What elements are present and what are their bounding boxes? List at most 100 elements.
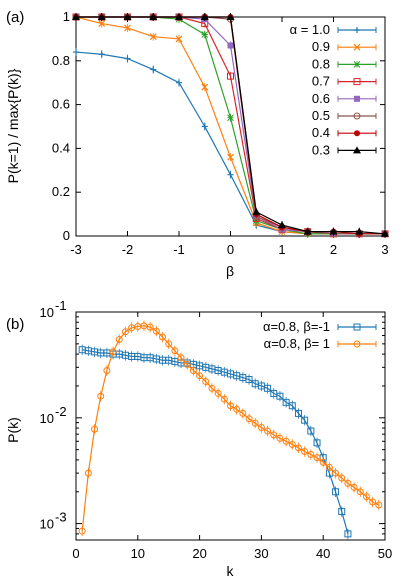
panel-a-data-point	[252, 207, 261, 215]
panel-a-x-axis-label: β	[226, 263, 234, 279]
panel-b-data-point	[332, 469, 340, 477]
panel-b-series-line	[81, 325, 380, 532]
panel-b-data-point	[202, 378, 210, 386]
panel-b-data-point	[270, 431, 278, 439]
panel-a-data-point	[227, 42, 234, 49]
panel-b-data-point	[369, 498, 377, 506]
panel-b-data-point	[78, 527, 86, 535]
panel-b-legend-marker	[353, 340, 361, 348]
panel-b-data-point	[165, 340, 173, 348]
panel-a-y-tick-label: 0.4	[52, 140, 70, 155]
panel-a-x-tick-label: -1	[173, 242, 185, 257]
panel-b-data-point	[257, 423, 265, 431]
panel-b-data-point	[288, 440, 296, 448]
panel-a-x-tick-label: -3	[70, 242, 82, 257]
panel-a-legend-marker	[353, 112, 361, 120]
panel-b-data-point	[233, 405, 241, 413]
panel-a-series-line	[76, 16, 385, 235]
panel-a-data-point	[226, 13, 235, 20]
panel-a-x-tick-label: 1	[278, 242, 285, 257]
panel-a-data-point	[227, 72, 234, 80]
panel-b-legend-marker	[353, 323, 361, 331]
panel-b-series	[78, 344, 352, 540]
panel-b-legend-label: α=0.8, β=-1	[263, 319, 330, 334]
panel-a-data-point	[149, 33, 157, 41]
panel-a-data-point	[381, 229, 389, 237]
panel-b-data-point	[159, 333, 167, 341]
panel-a-legend-label: 0.4	[312, 125, 330, 140]
panel-a-legend-label: 0.9	[312, 39, 330, 54]
panel-b-data-point	[189, 366, 197, 374]
panel-a-legend: α = 1.0 0.9 0.8 0.7 0.6 0.5 0.4 0.3	[290, 22, 377, 157]
panel-b-data-point	[313, 439, 321, 447]
panel-b-data-point	[183, 360, 191, 368]
panel-a-y-tick-label: 1	[63, 9, 70, 24]
panel-b-data-point	[282, 437, 290, 445]
panel-a-legend-label: 0.6	[312, 91, 330, 106]
panel-a-y-tick-label: 0.2	[52, 184, 70, 199]
panel-b-x-tick-label: 0	[72, 546, 79, 561]
panel-a-legend-marker	[353, 146, 361, 154]
panel-a-data-point	[303, 227, 312, 235]
panel-b-data-point	[91, 425, 99, 433]
panel-a-data-point	[72, 13, 80, 20]
panel-a-y-axis-label: P(k=1) / max{P(k)}	[5, 68, 21, 183]
panel-b-data-point	[264, 427, 272, 435]
panel-a-data-point	[124, 55, 131, 62]
panel-b-y-tick-label: 10	[40, 411, 54, 426]
panel-b-x-tick-label: 50	[378, 546, 392, 561]
panel-b-data-point	[208, 384, 216, 392]
panel-a-y-tick-label: 0.6	[52, 97, 70, 112]
panel-b-data-point	[146, 323, 154, 331]
panel-a-x-tick-label: 2	[330, 242, 337, 257]
panel-b-data-point	[350, 483, 358, 491]
panel-b-data-point	[313, 454, 321, 462]
panel-b-data-point	[375, 501, 383, 509]
panel-b-data-point	[288, 402, 296, 410]
panel-b-data-point	[356, 488, 364, 496]
panel-a-legend-marker	[353, 43, 361, 51]
panel-b-data-point	[276, 434, 284, 442]
panel-b-y-tick-label: 10	[40, 305, 54, 320]
panel-b-data-point	[294, 409, 302, 417]
panel-a-data-point	[176, 79, 182, 86]
panel-a-data-point	[201, 123, 208, 130]
panel-a-series-line	[76, 16, 385, 235]
panel-a-legend-marker	[353, 61, 361, 68]
panel-a-legend-marker	[354, 95, 360, 102]
panel-b-data-point	[251, 419, 259, 427]
panel-b-data-point	[177, 354, 185, 362]
panel-a-y-tick-label: 0.8	[52, 53, 70, 68]
panel-b-data-point	[245, 415, 253, 423]
panel-b-data-point	[245, 376, 253, 384]
panel-b-data-point	[325, 463, 333, 471]
panel-a-data-point	[175, 13, 183, 20]
panel-b-data-point	[319, 458, 327, 466]
panel-b-x-tick-label: 20	[192, 546, 206, 561]
panel-a-data-point	[227, 171, 234, 178]
panel-b-x-tick-label: 30	[254, 546, 268, 561]
panel-b-y-tick-exponent: -1	[55, 298, 67, 313]
panel-b-data-point	[301, 448, 309, 456]
panel-b-data-point	[264, 384, 272, 392]
panel-b-data-point	[239, 409, 247, 417]
panel-b-series	[78, 320, 383, 537]
panel-a-legend-marker	[354, 130, 360, 137]
panel-a-series	[72, 13, 389, 238]
panel-a-data-point	[175, 35, 183, 43]
panel-b-data-point	[220, 395, 228, 403]
panel-b-data-point	[344, 479, 352, 487]
panel-b-data-point	[344, 530, 352, 538]
panel-a-x-tick-label: 3	[381, 242, 388, 257]
panel-b-y-tick-exponent: -3	[55, 510, 67, 525]
panel-a-label: (a)	[6, 9, 24, 26]
panel-a-series-line	[75, 16, 385, 235]
panel-a-data-point	[150, 66, 157, 73]
panel-b-data-point	[338, 508, 346, 516]
panel-a-data-point	[149, 13, 158, 20]
panel-a-data-point	[124, 24, 131, 32]
panel-b-data-point	[332, 488, 340, 496]
panel-b-series-line	[82, 349, 349, 535]
